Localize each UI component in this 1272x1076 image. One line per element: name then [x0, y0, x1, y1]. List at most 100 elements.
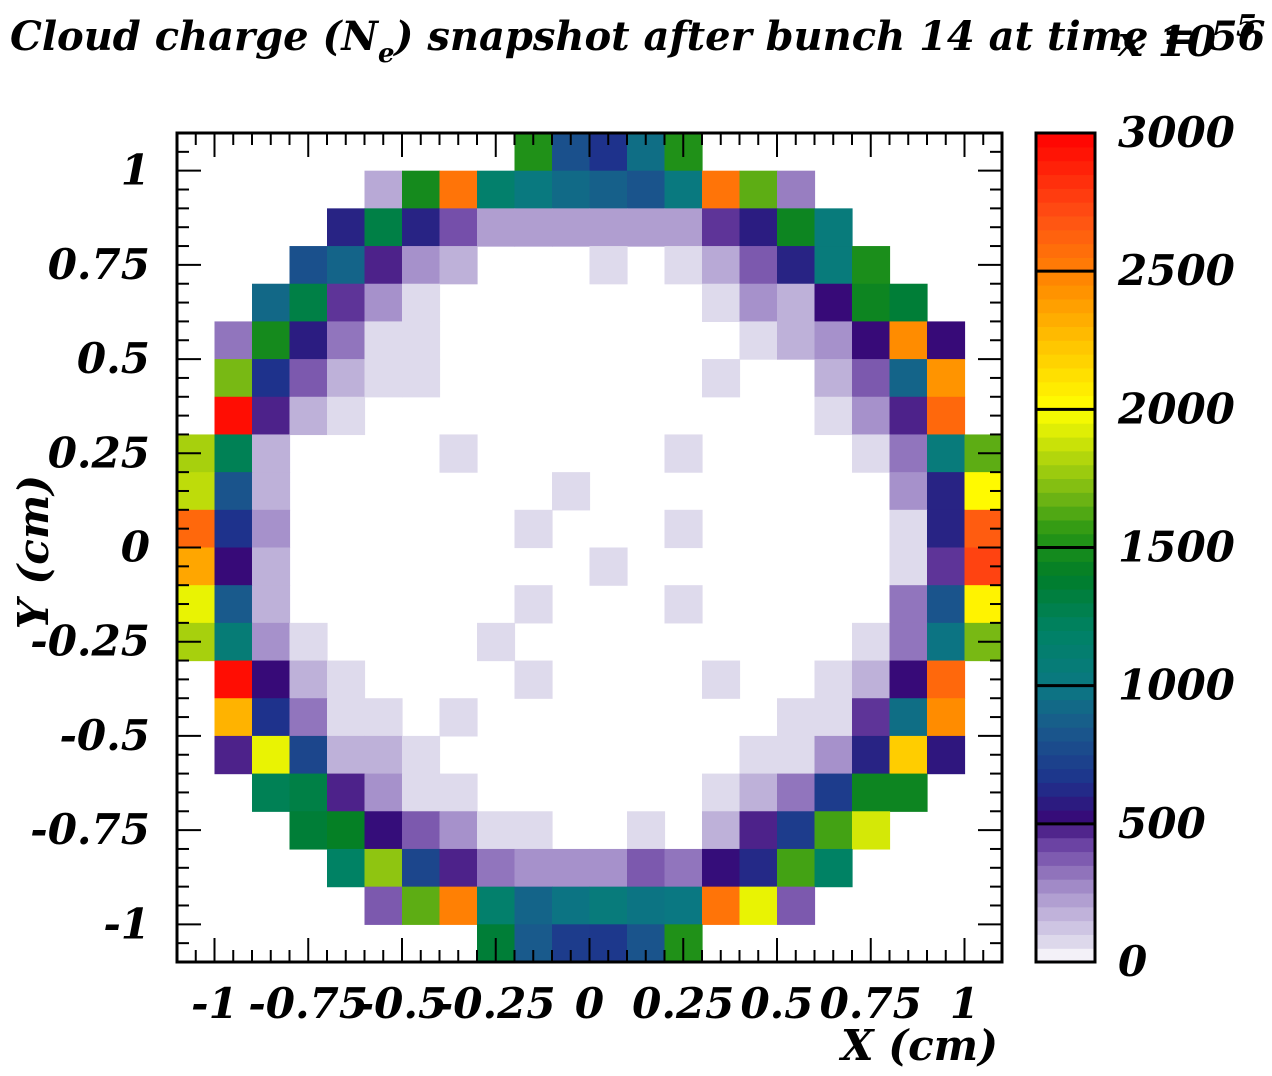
heatmap-cell: [364, 811, 403, 850]
heatmap-cell: [739, 246, 778, 285]
colorbar-segment: [1036, 326, 1095, 341]
heatmap-cell: [814, 208, 853, 247]
heatmap-cell: [927, 547, 966, 586]
colorbar-segment: [1036, 160, 1095, 176]
heatmap-cells: [177, 133, 1003, 963]
heatmap-cell: [214, 472, 253, 511]
heatmap-cell: [252, 509, 291, 549]
colorbar-segment: [1036, 561, 1095, 576]
heatmap-cell: [439, 848, 478, 888]
colorbar-segment: [1036, 906, 1095, 922]
heatmap-cell: [327, 848, 366, 888]
heatmap-cell: [589, 547, 628, 586]
colorbar-segment: [1036, 271, 1095, 286]
colorbar-segment: [1036, 810, 1095, 825]
heatmap-cell: [477, 622, 516, 662]
colorbar-segment: [1036, 243, 1095, 258]
heatmap-cell: [289, 283, 328, 323]
heatmap-cell: [589, 886, 628, 925]
heatmap-cell: [364, 886, 403, 925]
heatmap-cell: [552, 170, 591, 209]
colorbar-multiplier: x 10: [1117, 17, 1216, 66]
chart-title: Cloud charge (Ne) snapshot after bunch 1…: [10, 13, 1272, 69]
heatmap-cell: [327, 283, 366, 323]
colorbar-segment: [1036, 229, 1095, 245]
y-tick-label: -0.5: [59, 711, 150, 760]
heatmap-cell: [439, 811, 478, 850]
colorbar-segment: [1036, 920, 1095, 935]
y-tick-label: -1: [103, 899, 150, 948]
heatmap-cell: [777, 698, 816, 737]
x-tick-label: 0.5: [740, 979, 813, 1028]
colorbar-segment: [1036, 506, 1095, 521]
heatmap-cell: [627, 886, 666, 925]
heatmap-cell: [814, 246, 853, 285]
heatmap-cell: [402, 283, 441, 323]
heatmap-cell: [214, 396, 253, 436]
x-tick-label: 0.75: [820, 979, 922, 1028]
heatmap-cell: [214, 698, 253, 737]
heatmap-cell: [889, 472, 928, 511]
x-axis-ticks: -1 -0.75-0.5-0.25 0 0.25 0.5 0.75 1: [191, 979, 979, 1028]
heatmap-cell: [289, 698, 328, 737]
heatmap-cell: [739, 735, 778, 775]
colorbar-segment: [1036, 630, 1095, 645]
heatmap-cell: [852, 811, 891, 850]
heatmap-cell: [439, 246, 478, 285]
heatmap-cell: [252, 321, 291, 360]
colorbar-segment: [1036, 851, 1095, 866]
colorbar-segment: [1036, 381, 1095, 397]
heatmap-cell: [402, 246, 441, 285]
heatmap-cell: [889, 773, 928, 812]
y-tick-label: 1: [121, 146, 150, 195]
heatmap-cell: [852, 396, 891, 436]
heatmap-cell: [927, 585, 966, 624]
heatmap-cell: [852, 434, 891, 473]
heatmap-cell: [289, 735, 328, 775]
colorbar-tick-label: 3000: [1118, 108, 1235, 157]
heatmap-cell: [214, 547, 253, 586]
heatmap-cell: [927, 321, 966, 360]
colorbar-segment: [1036, 464, 1095, 480]
heatmap-cell: [327, 321, 366, 360]
colorbar-segment: [1036, 312, 1095, 328]
heatmap-cell: [552, 208, 591, 247]
heatmap-cell: [627, 848, 666, 888]
heatmap-cell: [364, 359, 403, 398]
colorbar-segment: [1036, 409, 1095, 424]
colorbar-segment: [1036, 671, 1095, 687]
y-tick-label: -0.25: [30, 617, 150, 666]
heatmap-cell: [814, 283, 853, 323]
heatmap-cell: [477, 848, 516, 888]
x-axis-label: X (cm): [838, 1021, 998, 1070]
heatmap-cell: [402, 208, 441, 247]
heatmap-cell: [889, 321, 928, 360]
heatmap-cell: [777, 246, 816, 285]
heatmap-cell: [852, 321, 891, 360]
heatmap-cell: [327, 208, 366, 247]
colorbar-segment: [1036, 423, 1095, 438]
y-axis-ticks: 1 0.75 0.5 0.25 0 -0.25 -0.5 -0.75 -1: [30, 146, 150, 949]
heatmap-cell: [439, 886, 478, 925]
heatmap-cell: [702, 246, 741, 285]
heatmap-cell: [289, 246, 328, 285]
heatmap-cell: [889, 660, 928, 699]
heatmap-cell: [927, 359, 966, 398]
colorbar-segment: [1036, 533, 1095, 549]
heatmap-cell: [439, 773, 478, 812]
colorbar-segment: [1036, 892, 1095, 908]
heatmap-cell: [814, 660, 853, 699]
heatmap-cell: [289, 811, 328, 850]
heatmap-cell: [777, 811, 816, 850]
heatmap-cell: [589, 208, 628, 247]
heatmap-cell: [739, 170, 778, 209]
heatmap-cell: [927, 434, 966, 473]
heatmap-cell: [927, 396, 966, 436]
colorbar-segment: [1036, 284, 1095, 300]
heatmap-cell: [552, 886, 591, 925]
heatmap-cell: [214, 622, 253, 662]
heatmap-cell: [289, 622, 328, 662]
heatmap-cell: [214, 321, 253, 360]
heatmap-cell: [252, 622, 291, 662]
heatmap-cell: [852, 735, 891, 775]
